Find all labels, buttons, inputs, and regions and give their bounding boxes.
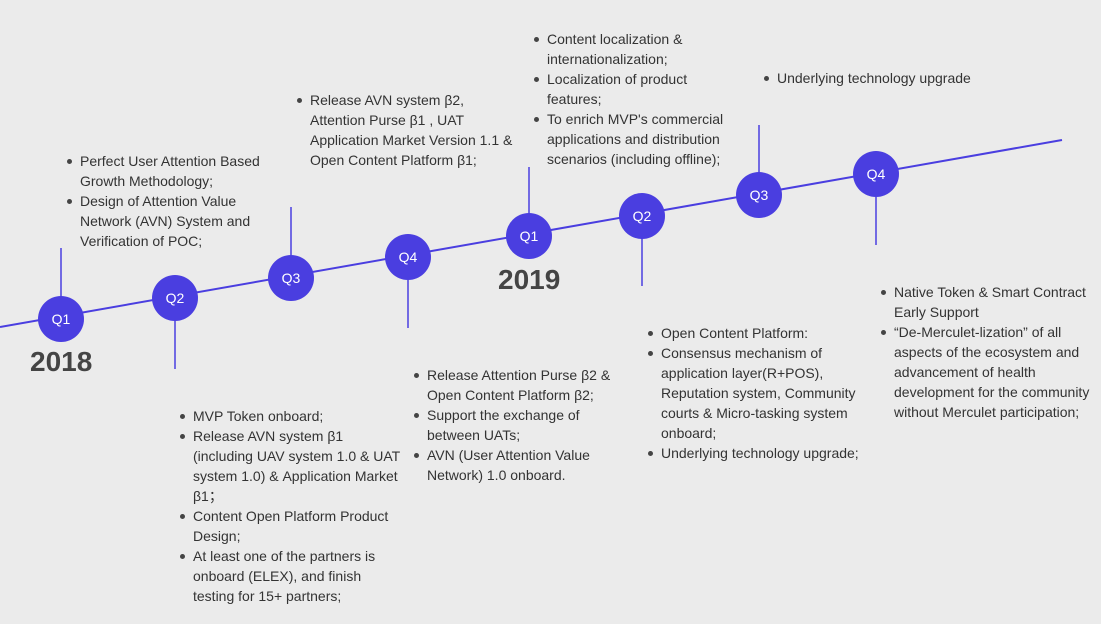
milestones-q1-2018: Perfect User Attention Based Growth Meth… [66,151,276,251]
milestone-item: Content Open Platform Product Design; [179,506,401,546]
milestones-q3-2019: Underlying technology upgrade [763,68,993,88]
milestone-item: Localization of product features; [533,69,733,109]
q1-2019-node: Q1 [506,213,552,259]
year-label-2019: 2019 [498,264,561,295]
milestone-item: Design of Attention Value Network (AVN) … [66,191,276,251]
milestone-item: Native Token & Smart Contract Early Supp… [880,282,1094,322]
milestone-item: To enrich MVP's commercial applications … [533,109,733,169]
milestone-item: AVN (User Attention Value Network) 1.0 o… [413,445,631,485]
milestone-item: Release AVN system β2, Attention Purse β… [296,90,516,170]
milestone-item: Open Content Platform: [647,323,862,343]
q4-2018-node: Q4 [385,234,431,280]
q3-2019-node: Q3 [736,172,782,218]
q4-2019-node: Q4 [853,151,899,197]
milestone-item: “De-Merculet-lization” of all aspects of… [880,322,1094,422]
milestone-item: Support the exchange of between UATs; [413,405,631,445]
milestone-item: MVP Token onboard; [179,406,401,426]
milestones-q2-2019: Open Content Platform: Consensus mechani… [647,323,862,463]
milestone-item: Content localization & internationalizat… [533,29,733,69]
q1-2018-node: Q1 [38,296,84,342]
q3-2018-node: Q3 [268,255,314,301]
q2-2019-node: Q2 [619,193,665,239]
year-label-2018: 2018 [30,346,93,377]
milestone-item: Underlying technology upgrade; [647,443,862,463]
milestones-q1-2019: Content localization & internationalizat… [533,29,733,169]
milestone-item: Underlying technology upgrade [763,68,993,88]
milestone-item: Perfect User Attention Based Growth Meth… [66,151,276,191]
milestone-item: Consensus mechanism of application layer… [647,343,862,443]
milestone-item: Release AVN system β1 (including UAV sys… [179,426,401,506]
milestones-q3-2018: Release AVN system β2, Attention Purse β… [296,90,516,170]
milestone-item: At least one of the partners is onboard … [179,546,401,606]
milestones-q4-2019: Native Token & Smart Contract Early Supp… [880,282,1094,422]
milestones-q4-2018: Release Attention Purse β2 & Open Conten… [413,365,631,485]
milestone-item: Release Attention Purse β2 & Open Conten… [413,365,631,405]
q2-2018-node: Q2 [152,275,198,321]
milestones-q2-2018: MVP Token onboard; Release AVN system β1… [179,406,401,606]
